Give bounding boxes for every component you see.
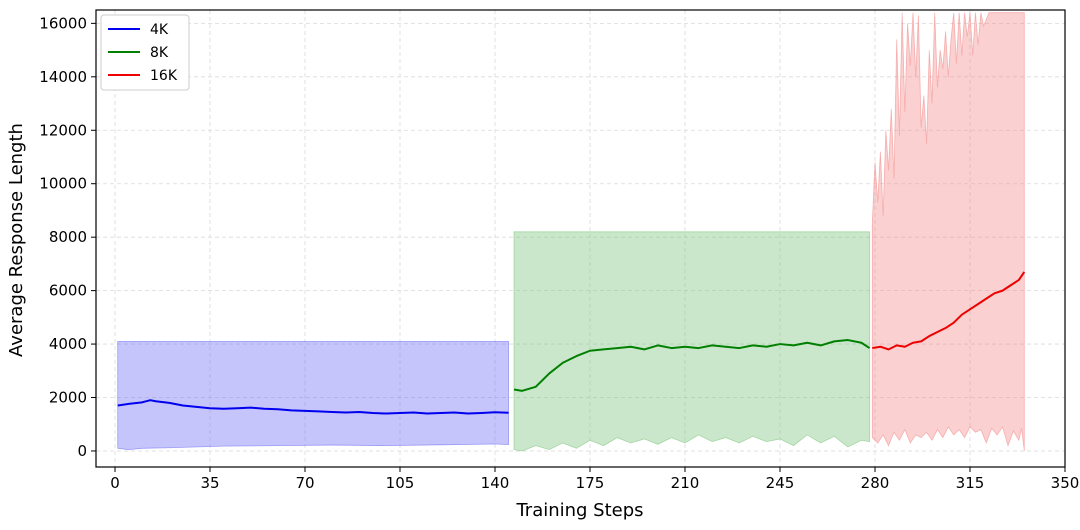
y-tick-label: 6000 [49, 282, 87, 300]
y-axis-ticks: 0 2000 4000 6000 8000 10000 12000 14000 16000 [39, 14, 96, 460]
series-line-8k [513, 339, 871, 392]
band-16k [871, 12, 1025, 452]
x-axis-label: Training Steps [515, 500, 643, 521]
y-tick-label: 16000 [39, 14, 87, 32]
plot-frame [95, 9, 1066, 468]
x-tick-label: 280 [861, 474, 890, 492]
y-tick-label: 4000 [49, 335, 87, 353]
x-tick-label: 0 [110, 474, 120, 492]
series-line-16k [872, 271, 1026, 351]
x-tick-label: 105 [386, 474, 415, 492]
legend-label-16k: 16K [150, 68, 178, 84]
legend-label-4k: 4K [150, 22, 169, 38]
y-tick-label: 14000 [39, 68, 87, 86]
band-4k [117, 340, 509, 451]
legend-label-8k: 8K [150, 45, 169, 61]
y-tick-label: 12000 [39, 121, 87, 139]
x-tick-label: 350 [1051, 474, 1080, 492]
y-tick-label: 8000 [49, 228, 87, 246]
confidence-bands [117, 12, 1025, 452]
x-tick-label: 140 [481, 474, 510, 492]
grid [96, 10, 1066, 467]
y-tick-label: 0 [77, 442, 87, 460]
x-tick-label: 70 [295, 474, 314, 492]
x-tick-label: 245 [766, 474, 795, 492]
y-axis-label: Average Response Length [6, 123, 27, 357]
series-lines [117, 271, 1026, 415]
x-tick-label: 210 [671, 474, 700, 492]
y-tick-label: 2000 [49, 389, 87, 407]
y-tick-label: 10000 [39, 175, 87, 193]
x-axis-ticks: 0 35 70 105 140 175 210 245 280 315 350 [110, 467, 1079, 492]
x-tick-label: 35 [200, 474, 219, 492]
legend-box [100, 14, 190, 91]
series-line-4k [117, 399, 509, 415]
x-tick-label: 175 [576, 474, 605, 492]
band-8k [513, 231, 870, 452]
legend: 4K 8K 16K [100, 14, 190, 91]
x-tick-label: 315 [956, 474, 985, 492]
